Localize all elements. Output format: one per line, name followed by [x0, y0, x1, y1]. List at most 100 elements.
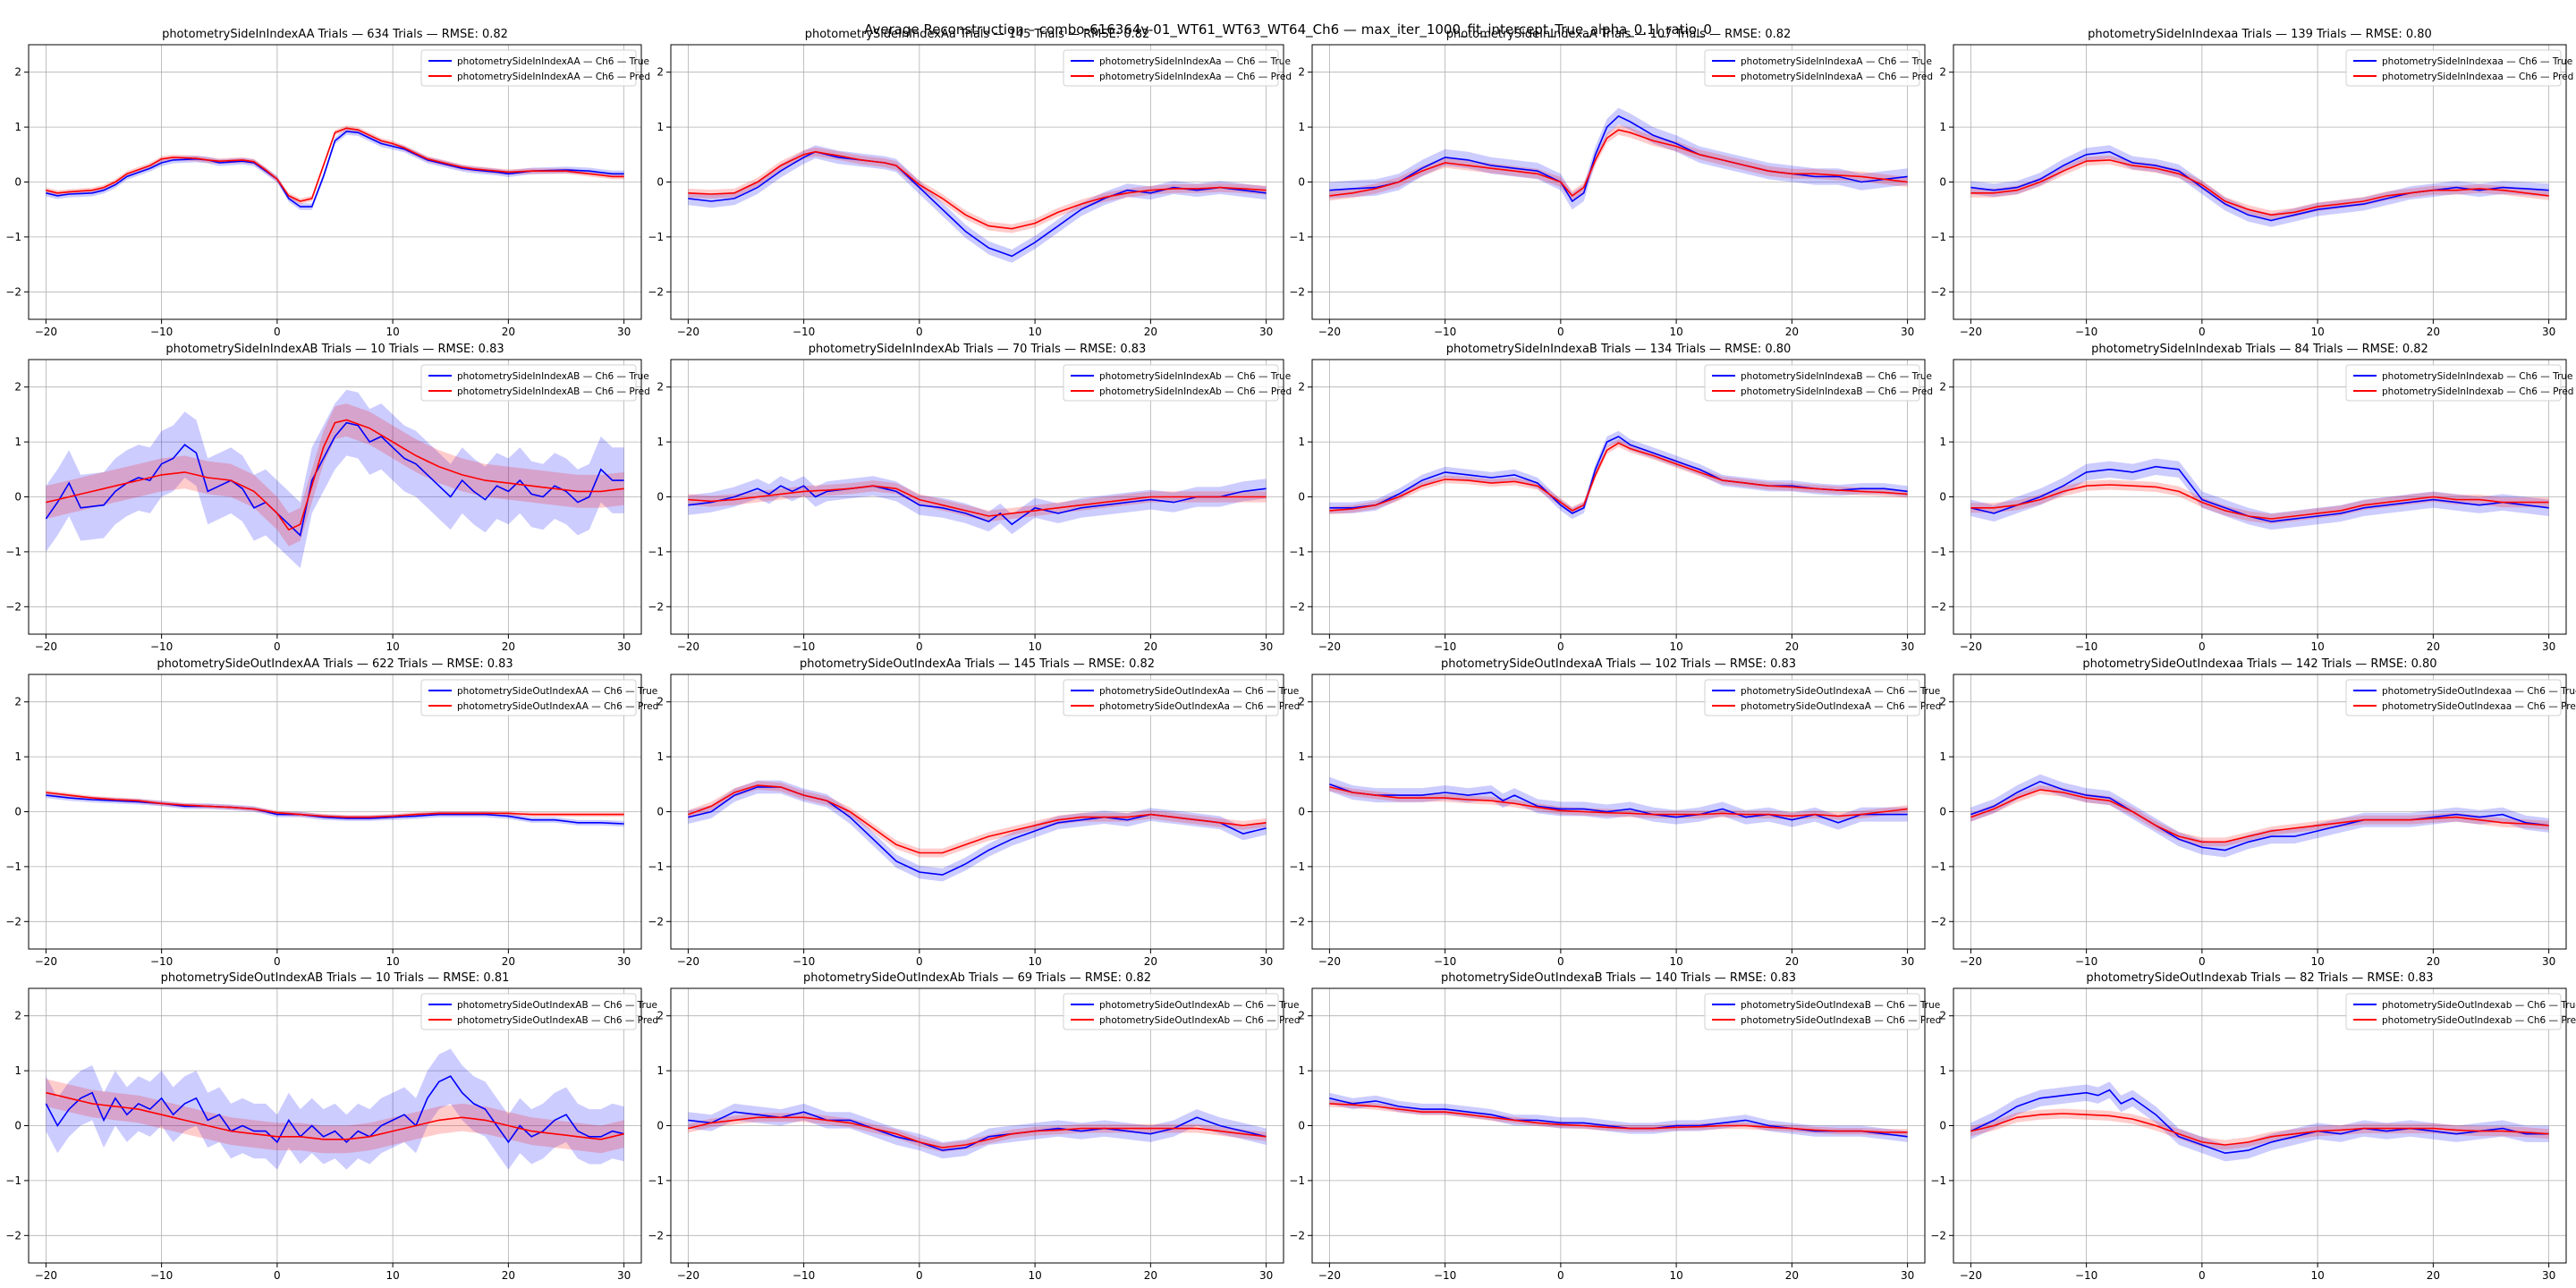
y-tick-label: 1 [14, 121, 21, 133]
x-tick-label: 20 [1144, 955, 1157, 968]
x-tick-label: −20 [35, 955, 57, 968]
x-tick-label: 30 [617, 955, 631, 968]
y-tick-label: −2 [648, 285, 664, 298]
y-tick-label: −2 [1289, 285, 1305, 298]
axes-frame [1953, 674, 2567, 950]
series-true-band [688, 1103, 1267, 1159]
x-tick-label: 20 [502, 640, 515, 653]
subplot-16: photometrySideOutIndexab Trials — 82 Tri… [1930, 971, 2576, 1282]
series-pred-line [1970, 159, 2549, 216]
y-tick-label: 2 [1298, 66, 1305, 79]
legend-label-true: photometrySideOutIndexaa — Ch6 — True [2382, 686, 2576, 697]
x-tick-label: 10 [1669, 326, 1682, 338]
legend: photometrySideOutIndexaa — Ch6 — True pho… [2345, 679, 2576, 716]
series-true-band [46, 792, 624, 827]
x-tick-label: 10 [386, 326, 399, 338]
x-tick-label: 30 [1259, 640, 1273, 653]
legend: photometrySideOutIndexAA — Ch6 — True pho… [420, 679, 658, 716]
legend: photometrySideOutIndexaA — Ch6 — True pho… [1704, 679, 1941, 716]
legend-box [2345, 364, 2562, 402]
legend-box [1063, 679, 1279, 716]
legend: photometrySideInIndexAB — Ch6 — True phot… [420, 364, 650, 402]
x-tick-label: 10 [386, 955, 399, 968]
x-tick-label: 30 [2542, 326, 2555, 338]
x-tick-label: 10 [1669, 955, 1682, 968]
series-pred-band [1970, 1108, 2549, 1150]
subplot-15: photometrySideOutIndexaB Trials — 140 Tr… [1289, 971, 1941, 1282]
subplot-13: photometrySideOutIndexAB Trials — 10 Tri… [5, 971, 658, 1282]
legend-box [1063, 49, 1279, 87]
series-true-band [1329, 776, 1908, 830]
y-tick-label: −2 [1930, 1229, 1946, 1241]
series-pred-band [688, 781, 1267, 858]
y-tick-label: 0 [1298, 806, 1305, 818]
y-tick-label: −1 [1930, 231, 1946, 243]
x-tick-label: 20 [1144, 1269, 1157, 1282]
x-tick-label: 0 [1557, 955, 1564, 968]
y-tick-label: −1 [5, 546, 21, 558]
legend-label-pred: photometrySideInIndexAa — Ch6 — Pred [1099, 72, 1292, 82]
y-tick-label: 0 [14, 491, 21, 504]
x-tick-label: −20 [1960, 326, 1982, 338]
axes-frame [1311, 987, 1926, 1264]
y-tick-label: 0 [1939, 491, 1946, 504]
x-tick-label: 10 [386, 1269, 399, 1282]
axes-frame [670, 359, 1284, 635]
subplot-8: photometrySideInIndexab Trials — 84 Tria… [1930, 343, 2573, 653]
subplot-10: photometrySideOutIndexAa Trials — 145 Tr… [648, 657, 1300, 968]
series-pred-line [688, 150, 1267, 230]
x-tick-label: 10 [1028, 955, 1041, 968]
y-tick-label: −1 [1289, 1174, 1305, 1187]
x-tick-label: 30 [1259, 1269, 1273, 1282]
series-pred-line [46, 419, 624, 531]
series-true-band [688, 145, 1267, 263]
y-tick-label: 1 [657, 750, 664, 763]
x-tick-label: −10 [2075, 640, 2097, 653]
y-tick-label: −1 [1289, 860, 1305, 873]
legend-label-pred: photometrySideOutIndexab — Ch6 — Pred [2382, 1015, 2576, 1026]
legend-box [420, 993, 637, 1030]
series-true-line [45, 1075, 624, 1144]
y-tick-label: 0 [1298, 491, 1305, 504]
x-tick-label: 20 [1785, 1269, 1799, 1282]
x-tick-label: −10 [150, 955, 173, 968]
legend-label-pred: photometrySideInIndexaA — Ch6 — Pred [1741, 72, 1933, 82]
series-pred-line [46, 1091, 624, 1140]
legend-box [420, 364, 637, 402]
y-tick-label: −2 [1289, 1229, 1305, 1241]
subplot-title: photometrySideOutIndexaa Trials — 142 Tr… [2082, 657, 2436, 671]
y-tick-label: 0 [657, 176, 664, 189]
axes-frame [28, 674, 642, 950]
subplot-2: photometrySideInIndexAa Trials — 145 Tri… [648, 28, 1292, 338]
legend: photometrySideOutIndexAB — Ch6 — True pho… [420, 993, 658, 1030]
series-true-line [1970, 465, 2549, 522]
legend: photometrySideInIndexAb — Ch6 — True phot… [1063, 364, 1292, 402]
x-tick-label: 20 [2427, 955, 2440, 968]
axes-frame [1311, 674, 1926, 950]
x-tick-label: −10 [150, 1269, 173, 1282]
x-tick-label: 10 [1028, 326, 1041, 338]
x-tick-label: −20 [1318, 955, 1341, 968]
y-tick-label: −2 [5, 600, 21, 613]
y-tick-label: −1 [648, 231, 664, 243]
series-true-line [1329, 436, 1908, 514]
series-true-line [1970, 1089, 2549, 1155]
x-tick-label: 30 [617, 326, 631, 338]
x-tick-label: 30 [1901, 955, 1914, 968]
subplot-6: photometrySideInIndexAb Trials — 70 Tria… [648, 343, 1292, 653]
series-true-line [1970, 150, 2549, 222]
legend-label-true: photometrySideOutIndexaA — Ch6 — True [1741, 686, 1940, 697]
legend-box [420, 679, 637, 716]
x-tick-label: 30 [1901, 326, 1914, 338]
legend-label-true: photometrySideInIndexAb — Ch6 — True [1099, 371, 1291, 382]
y-tick-label: −1 [5, 231, 21, 243]
y-tick-label: 0 [14, 806, 21, 818]
y-tick-label: 2 [14, 1010, 21, 1022]
series-pred-line [1970, 1113, 2549, 1146]
y-tick-label: −2 [1289, 600, 1305, 613]
series-true-line [688, 485, 1267, 526]
legend-box [2345, 679, 2562, 716]
x-tick-label: −20 [1318, 1269, 1341, 1282]
x-tick-label: 10 [2310, 955, 2324, 968]
x-tick-label: 10 [1669, 640, 1682, 653]
